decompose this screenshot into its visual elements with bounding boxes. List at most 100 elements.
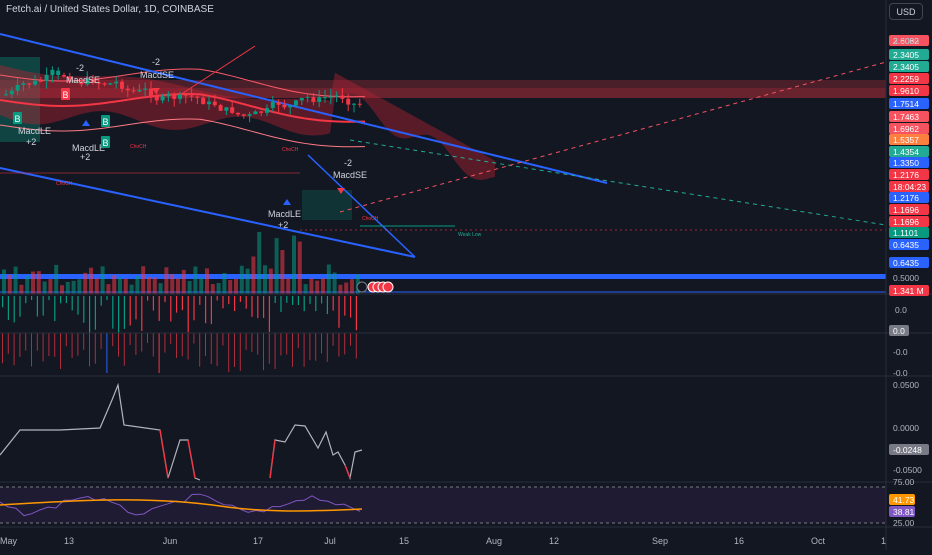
- hist2-bar: [280, 333, 282, 356]
- signal-label: B: [103, 138, 109, 148]
- hist1-bar: [19, 296, 21, 317]
- candle-body: [38, 80, 43, 82]
- hist1-bar: [13, 296, 15, 323]
- rsi-label: 41.73: [893, 495, 915, 505]
- candle-body: [270, 102, 275, 109]
- volume-bar: [222, 273, 227, 294]
- time-axis-tick: 17: [253, 536, 263, 546]
- hist2-bar: [321, 333, 322, 354]
- candle-body: [143, 88, 148, 90]
- hist2-bar: [42, 333, 44, 362]
- candle-body: [241, 114, 246, 116]
- hist2-bar: [263, 333, 264, 371]
- price-label: 1.5357: [893, 135, 919, 145]
- volume-bar: [123, 278, 128, 294]
- hist1-bar: [112, 296, 114, 329]
- currency-button[interactable]: USD: [889, 3, 923, 20]
- candle-body: [299, 97, 304, 101]
- candle-body: [317, 97, 322, 102]
- small-label: ChoCH: [282, 147, 299, 153]
- resistance-zone: [0, 80, 886, 98]
- price-label: 1.7463: [893, 112, 919, 122]
- hist2-bar: [2, 333, 3, 364]
- signal-box: [101, 136, 110, 148]
- candle-body: [183, 94, 188, 96]
- hist1-bar: [106, 296, 108, 301]
- hist2-bar: [71, 333, 73, 358]
- hist2-bar: [187, 333, 189, 360]
- hist1-bar: [135, 296, 137, 320]
- volume-bar: [170, 274, 175, 294]
- volume-bar: [83, 272, 88, 294]
- signal-box: [13, 112, 22, 124]
- volume-bar: [251, 256, 256, 294]
- candle-body: [328, 96, 333, 98]
- sma-red: [179, 45, 256, 96]
- hist2-bar: [338, 333, 340, 357]
- candle-body: [323, 97, 327, 99]
- osc-tick: -0.0500: [893, 465, 922, 475]
- hist1-bar: [303, 296, 305, 312]
- hist1-bar: [7, 296, 9, 320]
- hist2-bar: [199, 333, 201, 367]
- volume-bar: [350, 279, 354, 294]
- hist2-bar: [228, 333, 230, 372]
- hist2-bar: [164, 333, 166, 353]
- hist1-bar: [77, 296, 79, 315]
- price-label: 1.1696: [893, 217, 919, 227]
- hist2-bar: [112, 333, 114, 347]
- candle-body: [44, 74, 49, 81]
- arrow-icon: [337, 188, 345, 194]
- volume-bar: [54, 264, 59, 294]
- hist2-bar: [355, 333, 357, 359]
- price-label: 2.3405: [893, 62, 919, 72]
- candle-body: [21, 83, 26, 85]
- candle-body: [340, 95, 345, 99]
- candle-body: [207, 101, 211, 105]
- hist1-bar: [257, 296, 259, 319]
- small-label: ChoCH: [130, 144, 147, 150]
- volume-bar: [268, 268, 273, 294]
- volume-bar: [257, 231, 262, 294]
- hist1-bar: [129, 296, 131, 326]
- candle-body: [85, 78, 90, 85]
- candle-body: [67, 76, 72, 82]
- small-label: Weak Low: [458, 232, 482, 238]
- candle-body: [15, 84, 20, 91]
- hist2-bar: [54, 333, 56, 357]
- volume-bar: [193, 266, 198, 294]
- chart-title: Fetch.ai / United States Dollar, 1D, COI…: [6, 4, 214, 15]
- volume-bar: [158, 283, 163, 294]
- signal-annotation: +2: [80, 152, 90, 162]
- candle-body: [166, 94, 171, 97]
- hist1-bar: [187, 296, 189, 333]
- hist1-bar: [83, 296, 85, 323]
- volume-bar: [239, 265, 244, 294]
- volume-bar: [2, 269, 6, 294]
- rsi-label-box: [889, 494, 915, 505]
- price-label-box: [889, 73, 929, 84]
- price-label: 1.9610: [893, 86, 919, 96]
- hist1-bar: [54, 296, 56, 322]
- candle-body: [259, 111, 264, 113]
- candle-body: [201, 97, 206, 105]
- candle-body: [131, 90, 136, 92]
- hist1-bar: [164, 296, 166, 303]
- hist1-bar: [181, 296, 183, 311]
- candle-body: [311, 97, 316, 102]
- ind1-tick: -0.0: [893, 347, 908, 357]
- price-label-box: [889, 61, 929, 72]
- candle-body: [218, 105, 223, 111]
- osc-label-box: [889, 444, 929, 455]
- signal-annotation: MacdSE: [333, 170, 367, 180]
- signal-annotation: MacdSE: [66, 75, 100, 85]
- hist1-bar: [350, 296, 352, 318]
- hist1-bar: [65, 296, 67, 304]
- volume-bar: [147, 277, 151, 294]
- hist1-bar: [147, 296, 149, 301]
- hist2-bar: [152, 333, 154, 357]
- hist2-bar: [48, 333, 50, 356]
- hist2-bar: [94, 333, 96, 364]
